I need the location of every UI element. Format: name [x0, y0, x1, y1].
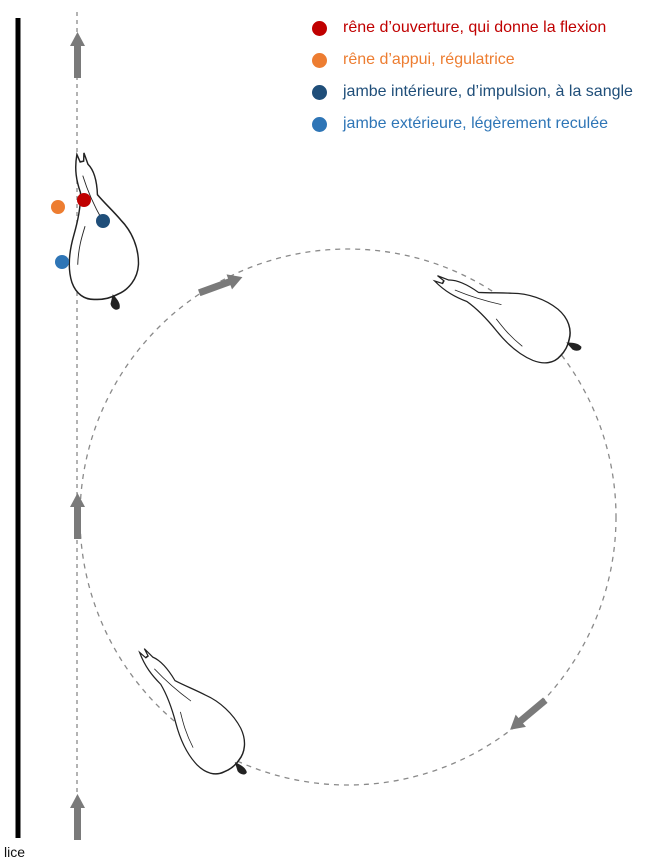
legend-item-supporting-rein: rêne d’appui, régulatrice	[312, 44, 633, 76]
arrow-straight-bottom	[70, 794, 85, 840]
legend-dot	[312, 84, 327, 100]
marker-opening-rein	[77, 193, 91, 207]
legend-item-opening-rein: rêne d’ouverture, qui donne la flexion	[312, 12, 633, 44]
arrow-straight-middle	[70, 493, 85, 539]
arrow-circle-bottom-right	[510, 697, 548, 730]
legend-item-outside-leg: jambe extérieure, légèrement reculée	[312, 108, 633, 140]
legend-label: rêne d’ouverture, qui donne la flexion	[343, 19, 607, 36]
legend-label: rêne d’appui, régulatrice	[343, 51, 515, 68]
arrow-straight-top	[70, 32, 85, 78]
legend-label: jambe extérieure, légèrement reculée	[343, 115, 609, 132]
legend-dot	[312, 116, 327, 132]
horse-on-circle-bottom-left	[119, 630, 267, 795]
legend-dot	[312, 20, 327, 36]
legend-item-inside-leg: jambe intérieure, d’impulsion, à la sang…	[312, 76, 633, 108]
legend-dot	[312, 52, 327, 68]
horse-on-circle-top-right	[422, 250, 594, 379]
wall-label: lice	[4, 844, 26, 860]
marker-supporting-rein	[51, 200, 65, 214]
legend-label: jambe intérieure, d’impulsion, à la sang…	[343, 83, 633, 100]
arrow-circle-top	[198, 274, 243, 297]
marker-outside-leg	[55, 255, 69, 269]
legend: rêne d’ouverture, qui donne la flexion r…	[312, 12, 633, 140]
marker-inside-leg	[96, 214, 110, 228]
horse-on-straight	[47, 144, 148, 320]
